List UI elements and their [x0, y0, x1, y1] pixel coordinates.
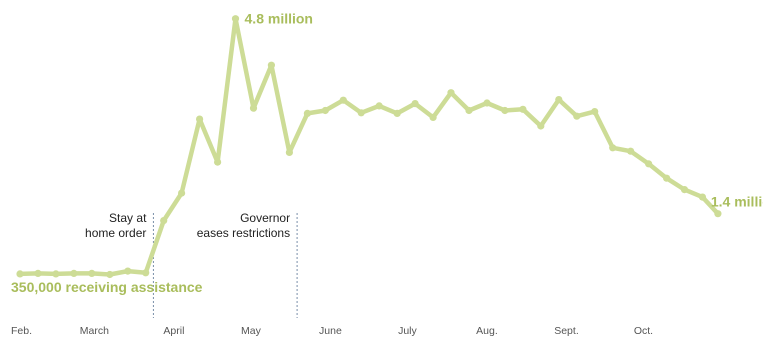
data-point [303, 109, 311, 117]
data-point [124, 267, 132, 275]
x-tick-label: Sept. [554, 325, 579, 337]
x-tick-label: May [241, 325, 262, 337]
data-point [645, 160, 653, 168]
x-tick-label: Oct. [634, 325, 653, 337]
data-point [231, 15, 240, 23]
data-point [680, 186, 689, 194]
callout-layer: 4.8 million 350,000 receiving assistance 1… [11, 11, 763, 295]
data-point [285, 148, 293, 156]
data-point [501, 106, 509, 115]
x-tick-label: July [398, 325, 417, 337]
callout-label-0: 4.8 million [245, 11, 313, 27]
data-point [214, 158, 222, 166]
data-point [555, 96, 563, 104]
data-point [88, 269, 96, 277]
data-point [393, 109, 401, 117]
callout-label-2: 1.4 million [711, 194, 763, 210]
x-tick-label: June [319, 325, 342, 337]
data-point [249, 104, 258, 112]
data-point [321, 106, 329, 115]
x-axis-ticks: Feb. March April May June July Aug. Sept. Oct. [11, 325, 653, 337]
data-point [52, 270, 60, 278]
series-line-0 [17, 16, 721, 277]
data-point [663, 174, 671, 182]
data-point [267, 61, 275, 69]
x-tick-label: Aug. [476, 325, 498, 337]
data-point [698, 193, 707, 201]
annotation-text-0-1: home order [85, 226, 146, 240]
callout-label-1: 350,000 receiving assistance [11, 279, 203, 295]
data-point [106, 270, 114, 279]
data-point [537, 122, 545, 130]
data-point [357, 109, 365, 117]
data-point [609, 144, 617, 152]
annotation-text-1-0: Governor [240, 211, 290, 225]
data-point [519, 105, 527, 113]
data-point [196, 115, 204, 123]
data-point [465, 106, 473, 115]
data-point [411, 100, 419, 108]
point-layer [16, 15, 722, 279]
data-point [70, 269, 78, 277]
data-point [339, 96, 347, 104]
data-point [142, 269, 150, 277]
data-point [375, 102, 383, 110]
x-tick-label: Feb. [11, 325, 32, 337]
data-point [34, 269, 42, 277]
data-point [447, 89, 455, 97]
data-point [483, 99, 491, 107]
data-point [160, 217, 168, 225]
annotation-text-1-1: eases restrictions [197, 226, 290, 240]
x-tick-label: March [80, 325, 109, 337]
line-layer [17, 16, 721, 277]
x-tick-label: April [163, 325, 184, 337]
data-point [627, 147, 635, 155]
data-point [714, 210, 722, 218]
data-point [429, 113, 437, 121]
data-point [573, 112, 581, 120]
data-point [591, 108, 599, 116]
data-point [178, 189, 186, 197]
data-point [16, 270, 24, 278]
annotation-text-0-0: Stay at [109, 211, 147, 225]
